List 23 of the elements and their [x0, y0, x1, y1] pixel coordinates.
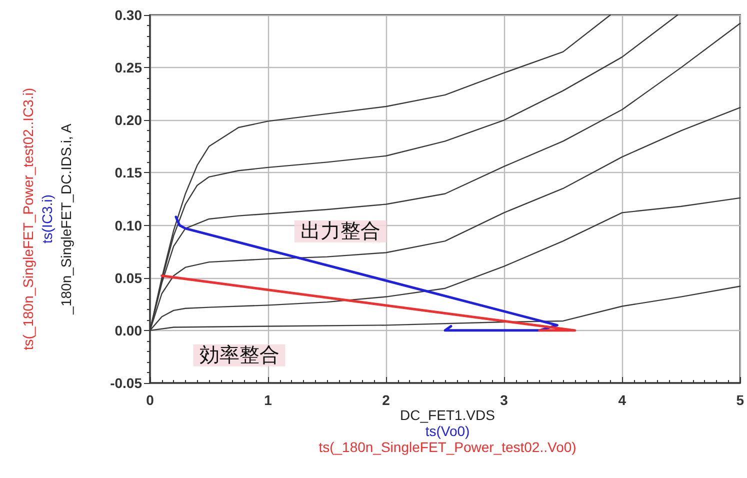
y-tick-label: 0.05: [114, 270, 142, 286]
x-tick-label: 0: [146, 392, 154, 408]
x-tick-label: 1: [264, 392, 272, 408]
x-tick-label: 3: [500, 392, 508, 408]
y-tick-label: 0.20: [114, 112, 142, 128]
y-tick-label: 0.00: [114, 322, 142, 338]
text: ts(_180n_SingleFET_Power_test02..Vo0): [318, 439, 576, 455]
annotation: 効率整合: [199, 344, 280, 366]
x-tick-label: 5: [736, 392, 744, 408]
y-tick-label: 0.30: [114, 7, 142, 23]
y-tick-label: -0.05: [110, 375, 142, 391]
text: ts(Vo0): [425, 423, 470, 439]
y-axis-title: _180n_SingleFET_DC.IDS.i, A: [58, 123, 74, 316]
x-tick-label: 4: [618, 392, 626, 408]
text: ts(_180n_SingleFET_Power_test02..IC3.i): [20, 88, 36, 350]
annotation: 出力整合: [300, 220, 380, 242]
y-tick-label: 0.25: [114, 60, 142, 76]
y-tick-label: 0.10: [114, 217, 142, 234]
y-tick-label: 0.15: [114, 164, 142, 181]
x-axis-title: DC_FET1.VDS: [400, 407, 495, 423]
x-tick-label: 2: [382, 392, 390, 408]
line-series: [174, 216, 558, 332]
text: ts(IC3.i): [39, 194, 55, 244]
